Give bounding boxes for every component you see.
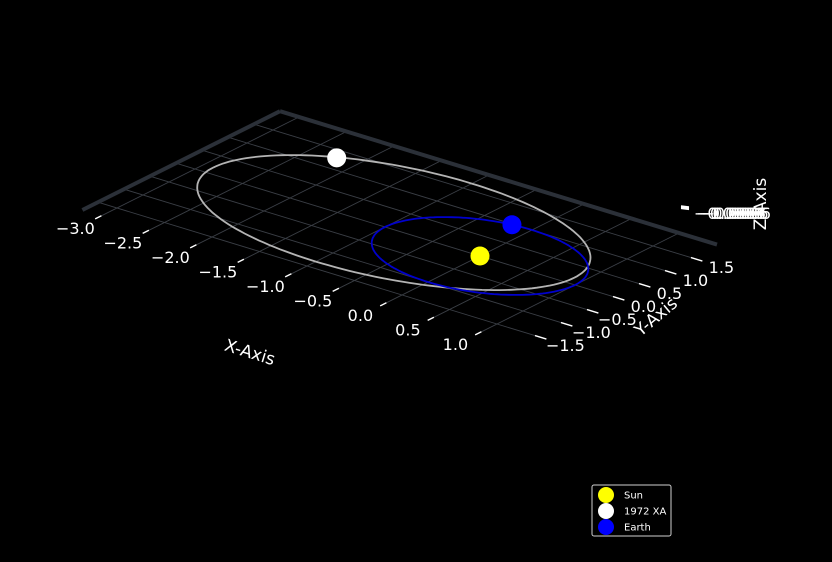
z-tick-mark	[680, 206, 690, 209]
x-tick-label: −3.0	[56, 219, 95, 238]
y-tick-mark	[560, 321, 573, 327]
legend-label: 1972 XA	[624, 507, 666, 518]
z-tick-label: −0.0006	[694, 204, 763, 223]
grid-line-x	[243, 160, 442, 260]
y-tick-label: −1.5	[546, 336, 585, 355]
grid-line-x	[148, 131, 347, 231]
orbit-layer	[196, 154, 592, 296]
z-tick-mark	[680, 205, 690, 208]
y-tick-mark	[690, 256, 703, 262]
x-tick-label: 0.0	[348, 306, 373, 325]
body-layer	[327, 148, 522, 266]
grid-line-y	[123, 188, 562, 324]
grid-line-y	[175, 162, 614, 298]
orbit-1972-xa	[196, 154, 592, 292]
x-tick-mark	[142, 229, 150, 235]
z-tick-mark	[680, 207, 690, 211]
x-tick-mark	[474, 331, 482, 336]
x-tick-mark	[284, 273, 292, 278]
z-tick-label: −0.0006	[699, 204, 768, 223]
y-tick-label: 1.0	[683, 271, 708, 290]
legend: Sun 1972 XA Earth	[591, 484, 672, 537]
grid-line-x	[101, 116, 300, 217]
x-tick-label: 0.5	[395, 320, 420, 339]
x-axis-label: X-Axis	[222, 336, 278, 370]
x-tick-mark	[332, 287, 340, 293]
x-tick-mark	[427, 316, 435, 322]
legend-label: Earth	[624, 523, 651, 534]
x-tick-label: −2.5	[103, 233, 142, 252]
x-tick-label: −0.5	[293, 291, 332, 310]
x-tick-mark	[189, 244, 197, 249]
grid-line-x	[433, 218, 632, 318]
legend-label: Sun	[624, 491, 643, 502]
pane-edges	[81, 109, 718, 247]
z-tick-label: −0.0006	[697, 204, 766, 223]
y-tick-mark	[586, 308, 599, 314]
grid-line-y	[149, 175, 588, 311]
y-tick-label: 0.5	[657, 284, 682, 303]
grid-line-x	[338, 189, 537, 289]
grid-line-y	[201, 149, 640, 285]
body-sun	[470, 246, 490, 266]
x-tick-mark	[94, 215, 102, 220]
y-tick-label: −1.0	[572, 323, 611, 342]
grid-line-y	[97, 201, 536, 337]
y-tick-label: −0.5	[598, 310, 637, 329]
x-tick-mark	[237, 258, 245, 264]
grid-line-y	[227, 136, 666, 272]
grid-line-y	[253, 123, 692, 259]
side-pane-edge	[81, 109, 281, 212]
y-tick-mark	[534, 334, 547, 340]
z-axis-label: Z-Axis	[751, 178, 771, 231]
legend-marker-sun	[598, 487, 614, 503]
z-tick-label: −0.0006	[702, 204, 771, 223]
y-tick-mark	[664, 269, 677, 275]
legend-entries: Sun 1972 XA Earth	[598, 487, 666, 535]
y-tick-mark	[612, 295, 625, 301]
orbit-earth	[370, 216, 590, 296]
body-1972-xa	[327, 148, 347, 168]
x-tick-label: 1.0	[443, 335, 468, 354]
y-tick-label: 0.0	[631, 297, 656, 316]
z-tick-mark	[680, 206, 690, 210]
back-pane-edge	[279, 109, 718, 247]
x-tick-label: −2.0	[151, 248, 190, 267]
x-tick-mark	[379, 302, 387, 307]
y-tick-mark	[638, 282, 651, 288]
body-earth	[502, 215, 522, 235]
grid-line-x	[196, 145, 395, 246]
x-tick-label: −1.0	[246, 277, 285, 296]
y-tick-label: 1.5	[709, 258, 734, 277]
x-tick-label: −1.5	[198, 262, 237, 281]
tick-layer: −3.0−2.5−2.0−1.5−1.0−0.50.00.51.0 −1.5−1.…	[56, 204, 771, 355]
grid-layer	[97, 116, 692, 337]
legend-marker-1972-xa	[598, 503, 614, 519]
legend-marker-earth	[598, 519, 614, 535]
